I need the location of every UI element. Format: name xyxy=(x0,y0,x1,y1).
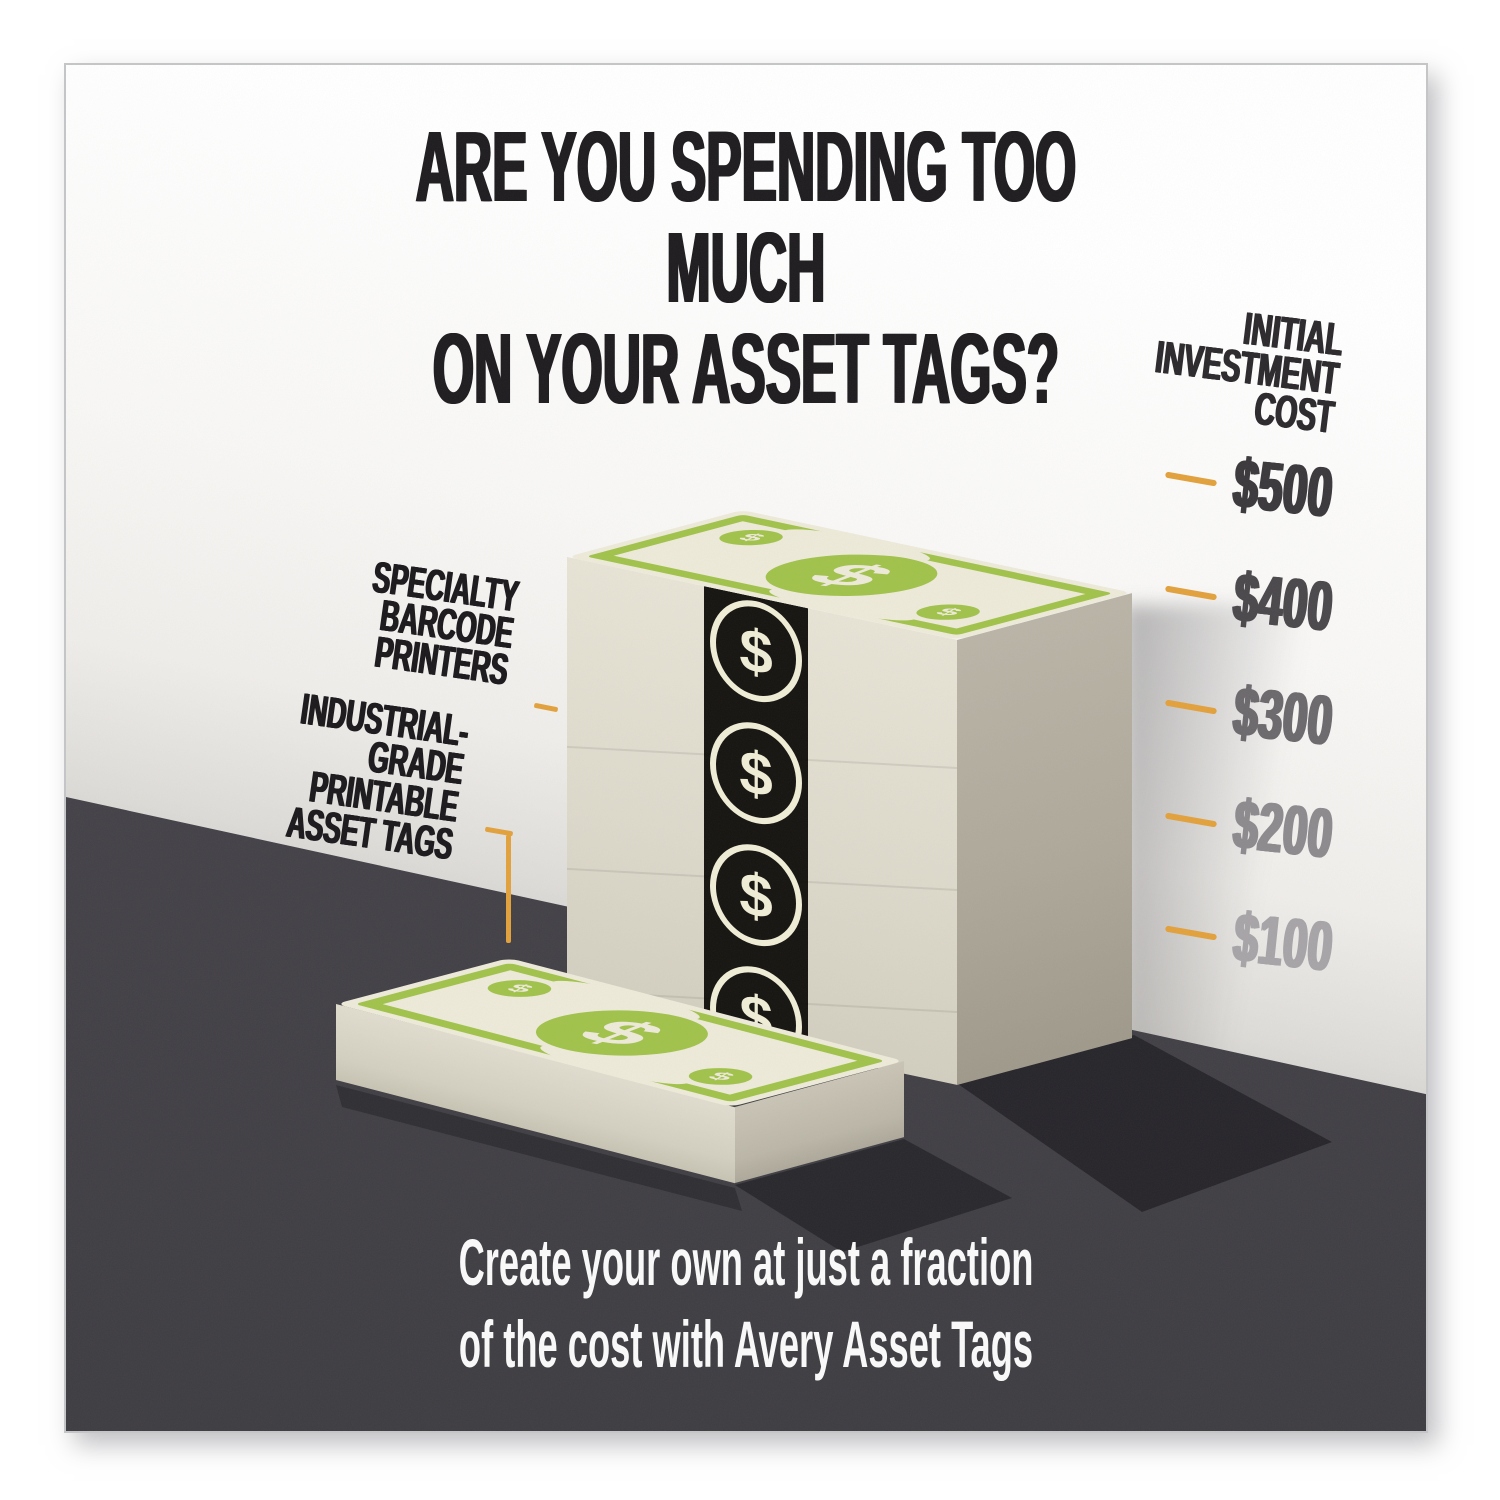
dollar-glyph: $ xyxy=(500,981,539,995)
title-line-2: ON YOUR ASSET TAGS? xyxy=(432,313,1060,425)
scale-label-400: $400 xyxy=(1230,558,1337,646)
infographic-card: $ $ $ $ $ $ $ $ $ xyxy=(64,63,1428,1433)
dollar-glyph: $ xyxy=(701,1069,740,1083)
dollar-glyph: $ xyxy=(929,606,968,618)
label-specialty-barcode-printers: SPECIALTY BARCODE PRINTERS xyxy=(361,553,522,695)
scale-label-100: $100 xyxy=(1230,898,1337,986)
footer-tagline: Create your own at just a fraction of th… xyxy=(372,1221,1120,1385)
dollar-glyph: $ xyxy=(739,736,773,811)
dollar-glyph: $ xyxy=(786,556,918,594)
scale-label-200: $200 xyxy=(1230,785,1337,873)
industrial-pointer-line xyxy=(506,835,511,943)
title-line-1: ARE YOU SPENDING TOO MUCH xyxy=(415,111,1077,324)
page-title: ARE YOU SPENDING TOO MUCH ON YOUR ASSET … xyxy=(386,117,1107,420)
tall-stack-right-face xyxy=(957,593,1132,1085)
dollar-glyph: $ xyxy=(556,1013,688,1053)
scale-label-300: $300 xyxy=(1230,672,1337,760)
footer-line-2: of the cost with Avery Asset Tags xyxy=(458,1307,1034,1381)
dollar-glyph: $ xyxy=(739,614,773,689)
scale-label-500: $500 xyxy=(1230,444,1337,532)
dollar-glyph: $ xyxy=(732,531,771,544)
dollar-glyph: $ xyxy=(739,858,773,933)
footer-line-1: Create your own at just a fraction xyxy=(458,1225,1034,1299)
axis-title: INITIAL INVESTMENT COST xyxy=(1148,299,1346,443)
